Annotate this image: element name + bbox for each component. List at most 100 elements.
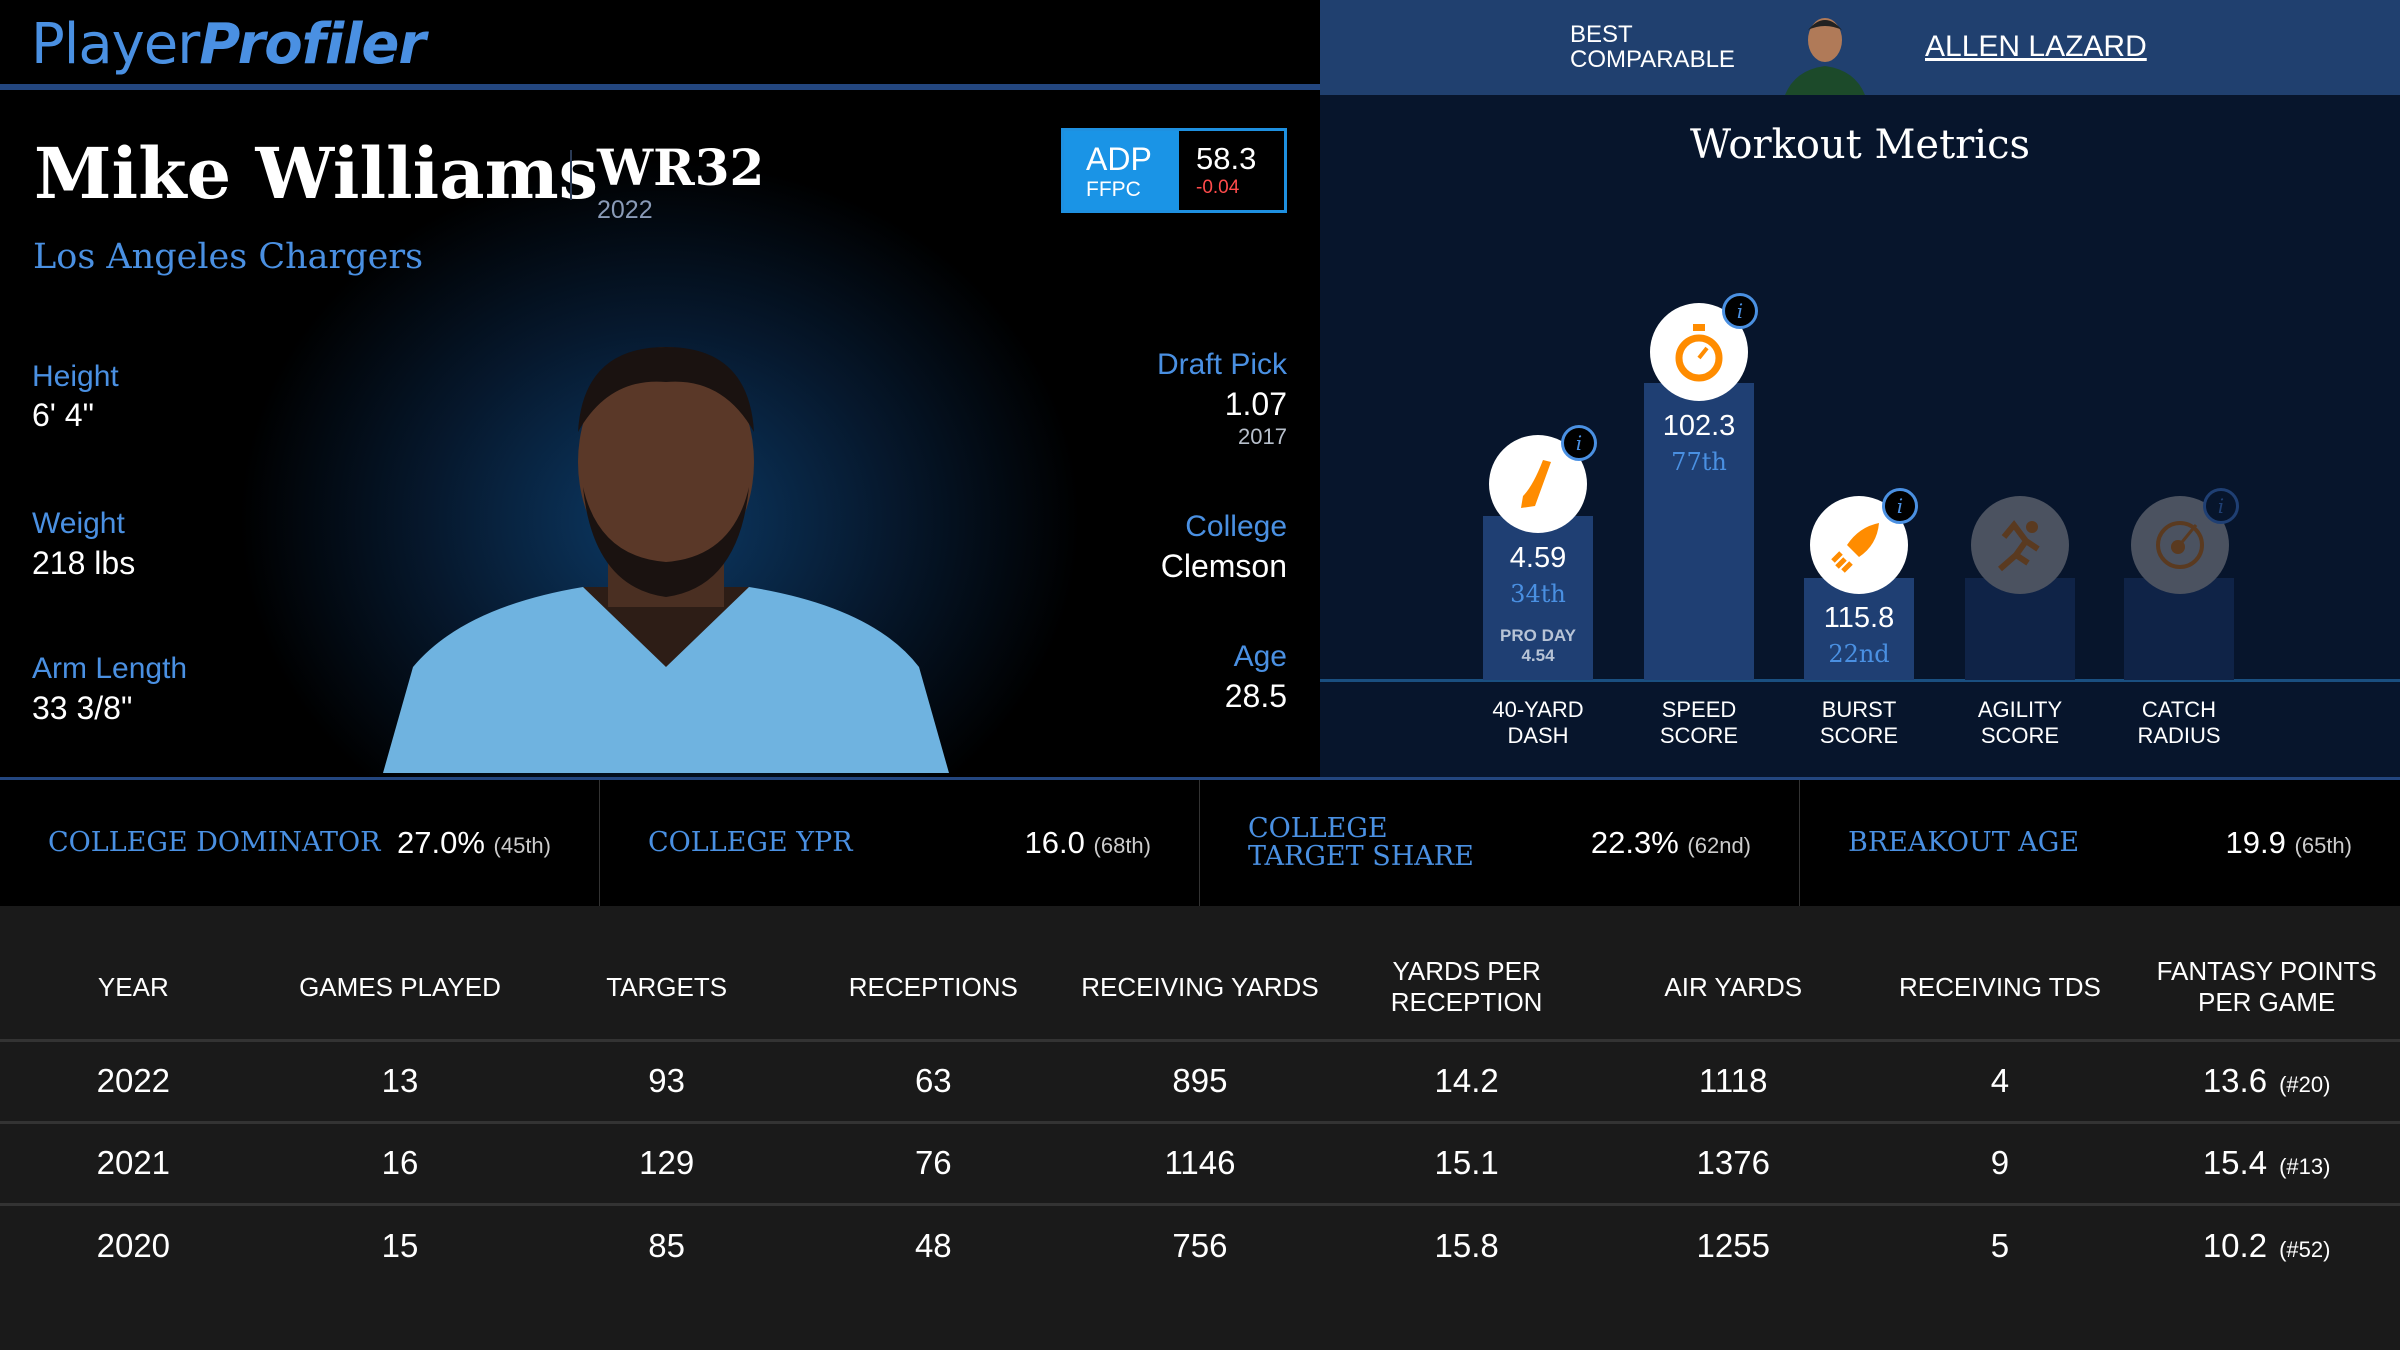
chart-baseline xyxy=(1320,679,2400,682)
column-header[interactable]: RECEIVING TDS xyxy=(1866,936,2134,1042)
table-cell: 15.4 (#13) xyxy=(2133,1122,2400,1206)
label-line: AGILITY xyxy=(1977,697,2063,722)
draft-year: 2017 xyxy=(1238,424,1287,449)
label-line: SCORE xyxy=(1980,723,2060,748)
adp-label: ADP xyxy=(1086,141,1152,177)
table-cell: 756 xyxy=(1067,1204,1334,1286)
arm-length-value: 33 3/8" xyxy=(32,690,133,726)
arm-length-label: Arm Length xyxy=(32,652,188,685)
stat-college-ypr: COLLEGE YPR 16.0 (68th) xyxy=(600,780,1200,906)
fantasy-rank: (#52) xyxy=(2279,1236,2331,1262)
stat-rank: (62nd) xyxy=(1687,833,1751,858)
table-cell: 1255 xyxy=(1600,1204,1867,1286)
height-value: 6' 4" xyxy=(32,397,94,433)
stat-college-dominator: COLLEGE DOMINATOR 27.0% (45th) xyxy=(0,780,600,906)
divider xyxy=(570,150,572,200)
table-cell: 895 xyxy=(1066,1040,1334,1124)
label-line: BURST xyxy=(1821,697,1897,722)
table-cell: 15.8 xyxy=(1333,1204,1600,1286)
player-name: Mike Williams xyxy=(34,132,599,215)
label-line: SCORE xyxy=(1659,723,1739,748)
cell-value: 2022 xyxy=(96,1062,171,1099)
season: 2022 xyxy=(597,196,653,224)
cell-value: 13.6 xyxy=(2202,1062,2268,1099)
table-cell: 85 xyxy=(533,1204,800,1286)
position-rank: WR32 xyxy=(597,138,765,197)
cell-value: 85 xyxy=(648,1226,685,1264)
label-line: CATCH xyxy=(2141,697,2217,722)
stat-label: COLLEGE TARGET SHARE xyxy=(1248,813,1474,872)
info-icon[interactable]: i xyxy=(1882,488,1918,524)
burst-score-value: 115.8 xyxy=(1823,602,1895,634)
table-cell: 15.1 xyxy=(1333,1122,1600,1206)
cell-value: 15 xyxy=(381,1226,419,1264)
table-cell: 129 xyxy=(533,1122,800,1206)
cell-value: 1118 xyxy=(1699,1062,1768,1099)
comparable-player-link[interactable]: ALLEN LAZARD xyxy=(1925,30,2147,63)
stat-rank: (45th) xyxy=(493,833,551,858)
column-header[interactable]: YEAR xyxy=(0,936,267,1042)
column-header[interactable]: AIR YARDS xyxy=(1599,936,1867,1042)
best-comparable-label: BEST COMPARABLE xyxy=(1570,21,1735,73)
age-value: 28.5 xyxy=(1224,678,1287,714)
fantasy-rank: (#13) xyxy=(2279,1154,2331,1179)
table-cell: 13.6 (#20) xyxy=(2133,1040,2400,1124)
cell-value: 15.8 xyxy=(1434,1226,1499,1264)
table-row: 2020 15 85 48 756 15.8 1255 5 10.2 (#52) xyxy=(0,1204,2400,1286)
info-icon[interactable]: i xyxy=(1561,425,1597,461)
team-name[interactable]: Los Angeles Chargers xyxy=(33,237,424,277)
cell-value: 48 xyxy=(914,1226,952,1264)
table-row: 2022 13 93 63 895 14.2 1118 4 13.6 (#20) xyxy=(0,1040,2400,1124)
column-header[interactable]: RECEPTIONS xyxy=(799,936,1067,1042)
label-line: SCORE xyxy=(1819,723,1899,748)
metric-label-40-yard-dash: 40-YARD DASH xyxy=(1458,697,1618,749)
draft-pick-label: Draft Pick xyxy=(1156,348,1287,381)
fantasy-rank: (#20) xyxy=(2279,1072,2331,1097)
bar-catch-radius xyxy=(2124,578,2234,680)
column-header[interactable]: FANTASY POINTS PER GAME xyxy=(2133,936,2400,1042)
comparable-photo xyxy=(1780,8,1870,95)
stat-value: 19.9 xyxy=(2225,825,2286,860)
cell-value: 756 xyxy=(1172,1226,1228,1264)
college-label: College xyxy=(1185,510,1287,543)
pro-day-label: PRO DAY xyxy=(1500,626,1576,645)
cell-value: 10.2 xyxy=(2202,1226,2268,1264)
table-cell: 15 xyxy=(267,1204,534,1286)
table-cell: 93 xyxy=(533,1040,800,1124)
column-header[interactable]: YARDS PER RECEPTION xyxy=(1333,936,1600,1042)
table-cell: 63 xyxy=(799,1040,1067,1124)
cell-value: 9 xyxy=(1990,1144,2010,1181)
cell-value: 1255 xyxy=(1696,1226,1770,1264)
cell-value: 5 xyxy=(1990,1226,2010,1264)
stat-rank: (68th) xyxy=(1093,833,1151,858)
metric-label-catch-radius: CATCH RADIUS xyxy=(2099,697,2259,749)
cell-value: 4 xyxy=(1990,1062,2010,1099)
column-header[interactable]: TARGETS xyxy=(533,936,800,1042)
table-cell: 10.2 (#52) xyxy=(2133,1204,2400,1286)
column-header[interactable]: RECEIVING YARDS xyxy=(1066,936,1334,1042)
table-cell: 76 xyxy=(799,1122,1067,1206)
college-value: Clemson xyxy=(1160,548,1287,584)
speed-score-percentile: 77th xyxy=(1671,448,1727,476)
pro-day-value: 4.54 xyxy=(1521,646,1555,665)
table-cell: 14.2 xyxy=(1333,1040,1600,1124)
stat-value: 16.0 xyxy=(1024,825,1085,860)
table-cell: 5 xyxy=(1867,1204,2134,1286)
stat-value: 22.3% xyxy=(1590,825,1679,860)
logo[interactable]: PlayerProfiler xyxy=(31,12,426,77)
table-cell: 16 xyxy=(266,1122,534,1206)
info-icon[interactable]: i xyxy=(1722,293,1758,329)
stat-value: 27.0% xyxy=(396,825,485,860)
column-header[interactable]: GAMES PLAYED xyxy=(266,936,534,1042)
info-icon[interactable]: i xyxy=(2203,488,2239,524)
adp-value: 58.3 xyxy=(1196,141,1257,176)
cell-value: 14.2 xyxy=(1434,1062,1499,1099)
table-cell: 48 xyxy=(800,1204,1067,1286)
adp-source: FFPC xyxy=(1086,178,1141,201)
runner-icon xyxy=(1971,496,2069,594)
player-photo xyxy=(383,337,949,773)
weight-label: Weight xyxy=(32,507,125,540)
bar-speed-score xyxy=(1644,383,1754,680)
label-line: 40-YARD xyxy=(1492,697,1584,722)
stat-college-target-share: COLLEGE TARGET SHARE 22.3% (62nd) xyxy=(1200,780,1800,906)
